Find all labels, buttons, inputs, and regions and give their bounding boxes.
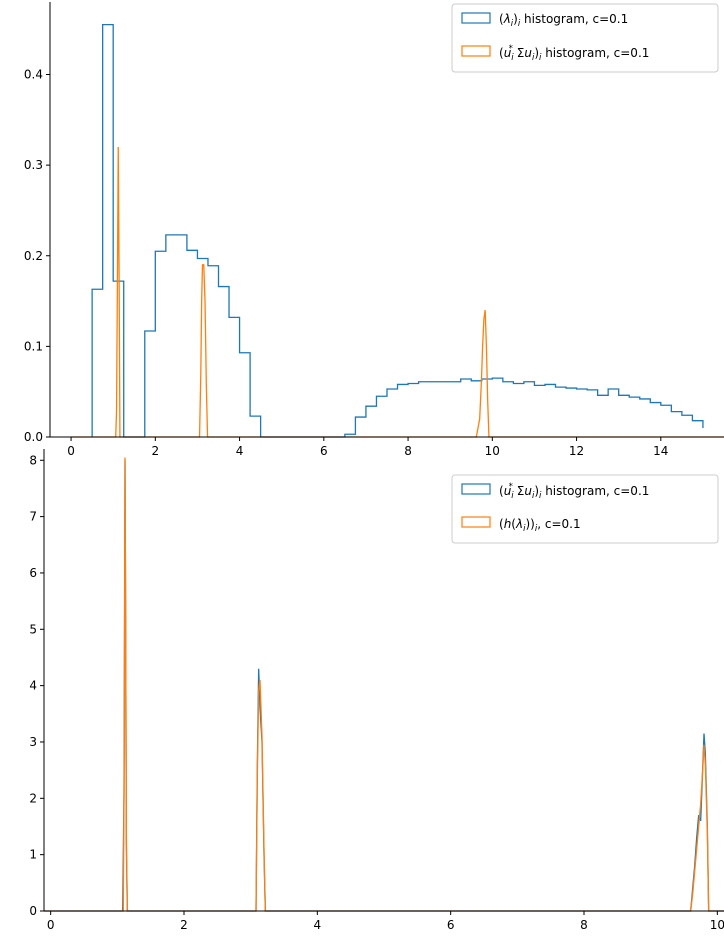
bottom-x-tick-label: 0	[47, 918, 55, 932]
top-legend-label-2: (ui* Σui)i histogram, c=0.1	[499, 44, 649, 63]
bottom-x-tick-label: 10	[710, 918, 724, 932]
bottom-plot-axes	[43, 449, 724, 912]
top-series-1-line	[91, 24, 704, 438]
top-series-2-line	[71, 146, 724, 438]
bottom-y-tick-label: 6	[29, 566, 37, 580]
bottom-y-tick-label: 5	[29, 622, 37, 636]
bottom-y-tick-label: 1	[29, 848, 37, 862]
bottom-x-tick-label: 6	[447, 918, 455, 932]
bottom-y-tick-label: 3	[29, 735, 37, 749]
bottom-x-tick-label: 2	[180, 918, 188, 932]
top-legend-swatch-2	[461, 45, 491, 57]
top-plot-series	[71, 24, 724, 438]
top-y-tick-label: 0.1	[24, 339, 43, 353]
top-x-tick-label: 2	[151, 444, 159, 458]
top-x-tick-label: 10	[485, 444, 500, 458]
bottom-plot-legend: (ui* Σui)i histogram, c=0.1 (h(λi))i, c=…	[451, 474, 719, 544]
top-plot-ticks: 0 2 4 6 8 10 12 14 0.0 0.1 0.2 0.3 0.4	[24, 68, 669, 459]
bottom-x-tick-label: 8	[580, 918, 588, 932]
top-histogram-plot: 0 2 4 6 8 10 12 14 0.0 0.1 0.2 0.3 0.4 (λi)i histogr…	[24, 2, 724, 458]
top-x-tick-label: 12	[569, 444, 584, 458]
bottom-plot-ticks: 0 2 4 6 8 10 0 1 2 3 4 5 6 7 8	[29, 453, 724, 932]
top-x-tick-label: 8	[404, 444, 412, 458]
top-y-tick-label: 0.0	[24, 430, 43, 444]
top-legend-label-1: (λi)i histogram, c=0.1	[499, 12, 628, 29]
bottom-legend-label-1: (ui* Σui)i histogram, c=0.1	[499, 482, 649, 501]
bottom-legend-swatch-2	[461, 516, 491, 528]
top-plot-legend: (λi)i histogram, c=0.1 (ui* Σui)i histog…	[451, 3, 719, 73]
bottom-series-2-line	[44, 457, 724, 912]
bottom-y-tick-label: 2	[29, 791, 37, 805]
bottom-y-tick-label: 8	[29, 453, 37, 467]
bottom-x-tick-label: 4	[314, 918, 322, 932]
bottom-legend-label-2: (h(λi))i, c=0.1	[499, 517, 581, 534]
top-x-tick-label: 4	[236, 444, 244, 458]
bottom-plot-series	[44, 457, 724, 912]
top-legend-swatch-1	[461, 12, 491, 24]
top-y-tick-label: 0.3	[24, 158, 43, 172]
top-y-tick-label: 0.2	[24, 249, 43, 263]
top-x-tick-label: 0	[67, 444, 75, 458]
bottom-y-tick-label: 4	[29, 679, 37, 693]
top-y-tick-label: 0.4	[24, 68, 43, 82]
top-x-tick-label: 14	[653, 444, 668, 458]
bottom-legend-swatch-1	[461, 483, 491, 495]
top-legend-frame	[451, 3, 719, 73]
bottom-density-plot: 0 2 4 6 8 10 0 1 2 3 4 5 6 7 8 (ui* Σui)i histogram, c…	[29, 449, 724, 932]
bottom-y-tick-label: 0	[29, 904, 37, 918]
bottom-y-tick-label: 7	[29, 510, 37, 524]
top-x-tick-label: 6	[320, 444, 328, 458]
bottom-legend-frame	[451, 474, 719, 544]
